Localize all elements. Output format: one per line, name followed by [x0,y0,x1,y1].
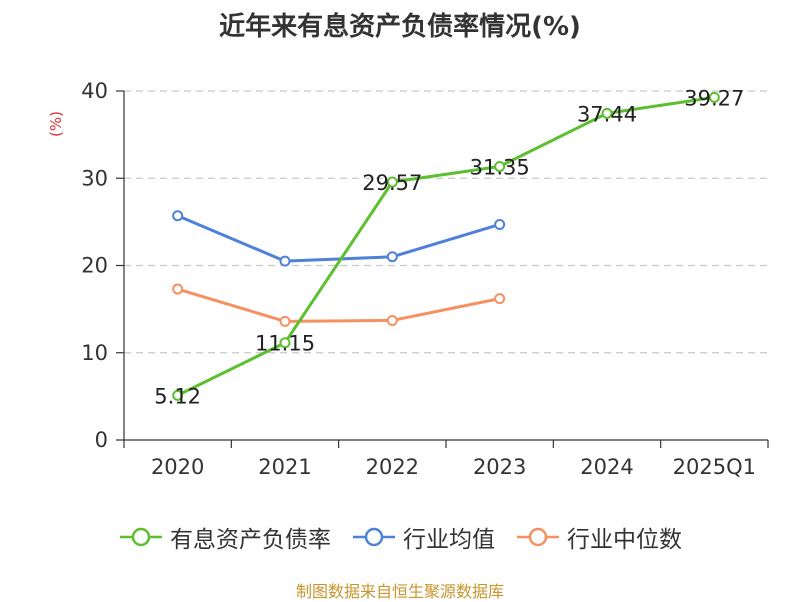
y-tick-label: 40 [81,79,108,103]
data-label: 29.57 [362,171,422,195]
series-line [177,287,500,323]
data-point [172,210,184,222]
data-point [386,251,398,263]
legend-item-interest-bearing-ratio[interactable]: 有息资产负债率 [118,520,331,554]
y-tick-label: 0 [95,428,108,452]
data-point [172,283,184,295]
legend-item-industry-mean[interactable]: 行业均值 [351,520,495,554]
data-labels: 5.12 11.15 29.57 31.35 37.44 39.27 [154,86,744,408]
data-label: 39.27 [684,86,744,110]
y-tick-label: 30 [81,166,108,190]
x-tick-label: 2023 [473,455,526,479]
series-lines [172,91,720,401]
legend-line-marker-icon [353,527,395,547]
axes: 0 10 20 30 40 2020 2021 2022 2023 2024 2025Q1 [81,79,769,479]
x-tick-label: 2025Q1 [673,455,756,479]
x-tick-label: 2020 [151,455,204,479]
y-tick-label: 20 [81,254,108,278]
grid-lines [124,90,768,354]
series-line [177,95,715,397]
data-point [494,218,506,230]
data-point [386,176,398,188]
legend-label: 有息资产负债率 [170,527,331,553]
chart-title: 近年来有息资产负债率情况(%) [219,12,581,42]
y-tick-label: 10 [81,341,108,365]
data-point [494,160,506,172]
data-label: 5.12 [154,384,201,408]
legend-label: 行业均值 [403,527,495,553]
legend-line-marker-icon [120,527,162,547]
data-point [494,293,506,305]
data-point [172,389,184,401]
data-point [279,315,291,327]
x-tick-label: 2024 [580,455,633,479]
series-line [177,214,501,263]
legend: 有息资产负债率 行业均值 行业中位数 [0,520,800,554]
data-point [279,337,291,349]
legend-line-marker-icon [517,527,559,547]
data-point [601,107,613,119]
data-label: 11.15 [255,332,315,356]
data-label: 31.35 [470,155,530,179]
data-point [279,255,291,267]
data-source: 制图数据来自恒生聚源数据库 [295,582,504,601]
data-label: 37.44 [577,102,637,126]
x-tick-label: 2022 [366,455,419,479]
data-point [386,314,398,326]
legend-label: 行业中位数 [567,527,682,553]
legend-item-industry-median[interactable]: 行业中位数 [515,520,682,554]
data-point [708,91,720,103]
x-tick-label: 2021 [258,455,311,479]
